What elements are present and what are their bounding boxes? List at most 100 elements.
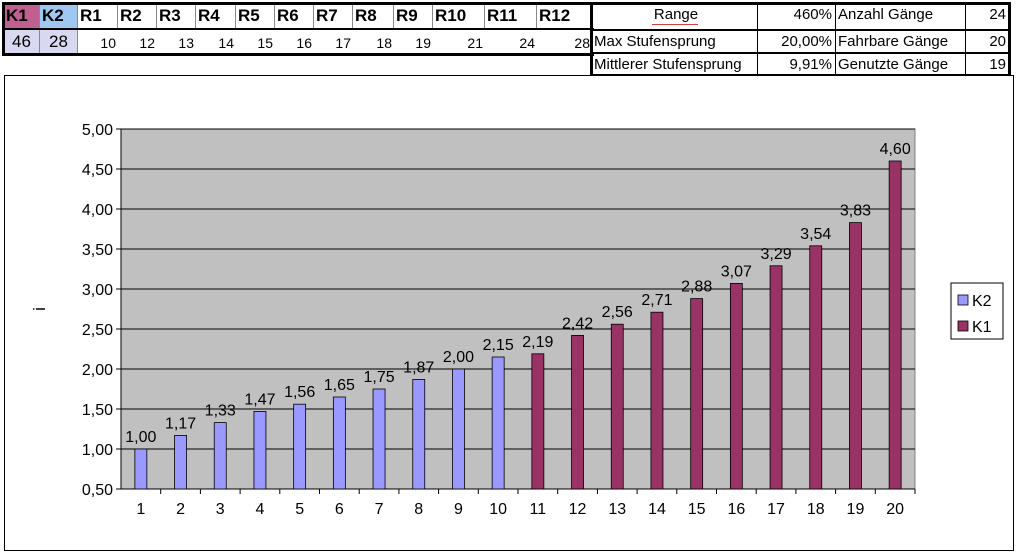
data-label: 1,17 <box>165 415 196 432</box>
bar-k1-15 <box>690 298 704 490</box>
cell-border <box>592 2 1010 5</box>
x-tick-label: 20 <box>886 501 904 518</box>
data-label: 1,75 <box>363 369 394 386</box>
r10-value-cell[interactable]: 21 <box>467 35 483 51</box>
bar-k1-12 <box>571 334 584 490</box>
stat-value-3[interactable]: 9,91% <box>789 56 832 73</box>
bar-k2-10 <box>491 356 505 490</box>
x-tick-label: 16 <box>727 501 745 518</box>
bar-k2-1 <box>134 448 148 490</box>
y-tick-label: 2,00 <box>82 362 113 379</box>
header-cell-r7[interactable]: R7 <box>314 4 353 30</box>
k1-value-cell[interactable]: 46 <box>4 30 40 54</box>
legend-swatch-k1 <box>957 320 969 332</box>
header-cell-r3[interactable]: R3 <box>157 4 196 30</box>
data-label: 3,83 <box>840 203 871 220</box>
bar-k2-4 <box>253 410 267 490</box>
r9-value-cell[interactable]: 19 <box>415 35 431 51</box>
x-tick-label: 7 <box>375 501 384 518</box>
header-cell-r5[interactable]: R5 <box>236 4 275 30</box>
r5-value-cell[interactable]: 15 <box>257 35 273 51</box>
stat-value2-2[interactable]: 20 <box>989 33 1006 50</box>
bar-k1-19 <box>849 222 862 490</box>
data-label: 2,42 <box>562 315 593 332</box>
header-cell-r11[interactable]: R11 <box>485 4 537 30</box>
stat-label2-3[interactable]: Genutzte Gänge <box>838 56 949 73</box>
header-cell-k1[interactable]: K1 <box>4 4 40 30</box>
stat-label-3[interactable]: Mittlerer Stufensprung <box>594 56 742 73</box>
y-tick-label: 1,00 <box>82 442 113 459</box>
bar-k1-11 <box>531 353 545 490</box>
cell-border <box>2 53 594 56</box>
data-label: 2,19 <box>522 334 553 351</box>
y-tick-label: 5,00 <box>82 122 113 139</box>
x-tick-label: 13 <box>608 501 626 518</box>
r6-value-cell[interactable]: 16 <box>296 35 312 51</box>
stat-label-2[interactable]: Max Stufensprung <box>594 33 716 50</box>
r7-value-cell[interactable]: 17 <box>335 35 351 51</box>
bar-k1-17 <box>769 265 783 490</box>
stat-value-2[interactable]: 20,00% <box>781 33 832 50</box>
data-label: 2,00 <box>443 349 474 366</box>
stat-label-1[interactable]: Range <box>653 6 699 23</box>
plot-area <box>120 128 916 490</box>
bar-k2-2 <box>174 434 187 490</box>
header-cell-k2[interactable]: K2 <box>40 4 78 30</box>
x-tick-label: 11 <box>530 501 547 518</box>
r4-value-cell[interactable]: 14 <box>218 35 234 51</box>
x-tick-label: 18 <box>807 501 825 518</box>
r3-value-cell[interactable]: 13 <box>178 35 194 51</box>
data-label: 1,65 <box>324 377 355 394</box>
r2-value-cell[interactable]: 12 <box>139 35 155 51</box>
bar-chart: 0,50 1,00 1,50 2,00 2,50 3,00 3,50 4,00 4,50 5,00… <box>30 122 1004 518</box>
spellcheck-underline <box>652 24 698 25</box>
cell-border <box>965 2 966 76</box>
cell-border <box>2 2 5 56</box>
data-label: 3,29 <box>760 246 791 263</box>
bar-k1-18 <box>809 245 823 490</box>
stat-value-1[interactable]: 460% <box>793 6 832 23</box>
cell-border <box>2 28 594 30</box>
r8-value-cell[interactable]: 18 <box>376 35 392 51</box>
r11-value-cell[interactable]: 24 <box>519 35 535 51</box>
header-cell-r4[interactable]: R4 <box>196 4 236 30</box>
legend-label-k1: K1 <box>972 319 992 336</box>
x-tick-label: 9 <box>454 501 463 518</box>
x-tick-label: 12 <box>569 501 587 518</box>
header-cell-r6[interactable]: R6 <box>275 4 314 30</box>
x-tick-label: 15 <box>688 501 706 518</box>
legend-label-k2: K2 <box>972 293 992 310</box>
bar-k2-7 <box>372 388 386 490</box>
legend-swatch-k2 <box>957 294 969 306</box>
k2-value-cell[interactable]: 28 <box>40 30 78 54</box>
stat-label2-2[interactable]: Fahrbare Gänge <box>838 33 949 50</box>
data-label: 2,71 <box>641 292 672 309</box>
stat-value2-3[interactable]: 19 <box>989 56 1006 73</box>
header-cell-r9[interactable]: R9 <box>394 4 433 30</box>
bar-k1-16 <box>729 282 743 490</box>
header-cell-r10[interactable]: R10 <box>433 4 485 30</box>
header-cell-r2[interactable]: R2 <box>118 4 157 30</box>
cell-border <box>1008 2 1011 76</box>
stat-value2-1[interactable]: 24 <box>989 6 1006 23</box>
x-tick-label: 1 <box>136 501 145 518</box>
chart-container[interactable]: 0,50 1,00 1,50 2,00 2,50 3,00 3,50 4,00 4,50 5,00… <box>4 75 1014 551</box>
cell-border <box>2 2 594 5</box>
y-axis-label: i <box>30 307 49 311</box>
y-tick-label: 3,00 <box>82 282 113 299</box>
y-tick-label: 1,50 <box>82 402 113 419</box>
header-cell-r1[interactable]: R1 <box>78 4 118 30</box>
x-tick-label: 3 <box>216 501 225 518</box>
x-tick-label: 6 <box>335 501 344 518</box>
header-cell-r12[interactable]: R12 <box>537 4 592 30</box>
bar-k2-9 <box>452 368 465 490</box>
cell-border <box>757 2 758 76</box>
header-cell-r8[interactable]: R8 <box>353 4 394 30</box>
y-tick-label: 4,50 <box>82 162 113 179</box>
x-tick-label: 10 <box>489 501 507 518</box>
bar-k2-5 <box>293 403 307 490</box>
stat-label2-1[interactable]: Anzahl Gänge <box>838 6 934 23</box>
r12-value-cell[interactable]: 28 <box>574 35 590 51</box>
data-label: 2,15 <box>483 337 514 354</box>
r1-value-cell[interactable]: 10 <box>100 35 116 51</box>
